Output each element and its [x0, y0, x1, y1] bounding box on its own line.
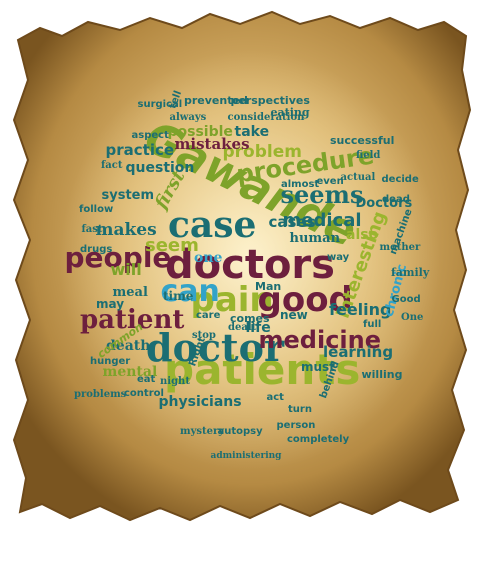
cloud-word-mistakes: mistakes [174, 134, 250, 153]
cloud-word-death: death [106, 338, 151, 354]
cloud-word-drugs: drugs [80, 244, 113, 255]
cloud-word-completely: completely [287, 434, 350, 445]
cloud-word-will: will [110, 260, 142, 279]
cloud-word-practice: practice [105, 140, 175, 159]
cloud-word-medical: medical [282, 210, 362, 231]
cloud-word-good: Good [391, 294, 421, 305]
cloud-word-perspectives: perspectives [230, 93, 310, 107]
cloud-word-possible: possible [167, 124, 233, 140]
cloud-word-autopsy: autopsy [217, 426, 263, 437]
cloud-word-one: one [194, 250, 223, 266]
cloud-word-makes: makes [95, 219, 157, 240]
cloud-word-person: person [276, 420, 316, 431]
cloud-word-may: may [96, 297, 125, 311]
cloud-word-people: people [64, 241, 172, 274]
cloud-word-way: way [327, 252, 350, 263]
cloud-word-take: take [234, 124, 270, 140]
cloud-word-successful: successful [330, 133, 395, 147]
cloud-word-fast: fast [81, 224, 103, 235]
cloud-word-night: night [160, 376, 190, 387]
cloud-word-medicine: medicine [258, 326, 382, 354]
cloud-word-case: case [168, 204, 257, 246]
cloud-word-even: even [316, 176, 344, 187]
cloud-word-meal: meal [112, 284, 148, 300]
cloud-word-must: must [301, 360, 335, 374]
cloud-word-prevented: prevented [184, 93, 248, 107]
cloud-word-hunger: hunger [90, 356, 131, 367]
cloud-word-full: full [363, 319, 382, 330]
cloud-word-always: always [169, 112, 207, 123]
cloud-word-doctors: Doctors [355, 195, 413, 211]
cloud-word-eating: eating [270, 105, 310, 119]
cloud-word-can: can [160, 274, 220, 309]
cloud-word-mother: mother [379, 242, 421, 253]
cloud-word-family: family [391, 265, 430, 279]
cloud-word-aspect: aspect [131, 130, 169, 141]
cloud-word-cases: cases [268, 212, 316, 231]
cloud-word-good: good [257, 280, 353, 320]
cloud-word-patients: patients [164, 345, 361, 394]
cloud-word-doctors: doctors [165, 242, 335, 288]
cloud-word-administering: administering [210, 450, 282, 461]
cloud-word-doctor: doctor [146, 325, 284, 370]
cloud-word-decide: decide [381, 174, 419, 185]
cloud-word-surgical: surgical [137, 99, 183, 110]
cloud-word-follow: follow [79, 204, 114, 215]
cloud-word-consideration: consideration [227, 112, 305, 123]
cloud-word-patient: patient [80, 305, 185, 335]
cloud-word-problems: problems [74, 389, 127, 400]
cloud-word-field: field [356, 150, 381, 161]
cloud-word-mystery: mystery [180, 426, 225, 437]
cloud-word-life: life [245, 320, 271, 336]
cloud-word-comes: comes [230, 311, 270, 325]
cloud-word-act: act [266, 392, 284, 403]
cloud-word-system: system [101, 187, 155, 203]
cloud-word-seem: seem [145, 235, 199, 256]
cloud-word-problem: problem [222, 141, 302, 162]
cloud-word-willing: willing [361, 367, 403, 381]
cloud-word-feeling: feeling [329, 300, 392, 319]
cloud-word-mental: mental [102, 364, 158, 380]
cloud-word-human: human [289, 230, 341, 246]
cloud-word-almost: almost [281, 179, 320, 190]
cloud-word-care: care [196, 310, 221, 321]
cloud-word-question: question [125, 160, 195, 176]
cloud-word-time: time [163, 289, 194, 303]
cloud-word-man: Man [255, 279, 282, 293]
cloud-word-eat: eat [137, 374, 156, 385]
cloud-word-new: new [280, 308, 308, 322]
cloud-word-dead: dead [382, 194, 410, 205]
cloud-word-physicians: physicians [158, 394, 242, 410]
cloud-word-turn: turn [288, 404, 312, 415]
cloud-word-dealt: dealt [228, 322, 257, 333]
cloud-word-fact: fact [101, 160, 123, 171]
cloud-word-learning: learning [323, 342, 394, 361]
cloud-word-one: One [401, 312, 424, 323]
cloud-word-stop: stop [192, 330, 216, 341]
cloud-word-actual: actual [340, 172, 376, 183]
cloud-word-also: also [346, 227, 379, 243]
cloud-word-pain: pain [190, 280, 274, 320]
cloud-word-seems: seems [280, 180, 364, 209]
cloud-word-control: control [124, 388, 164, 399]
